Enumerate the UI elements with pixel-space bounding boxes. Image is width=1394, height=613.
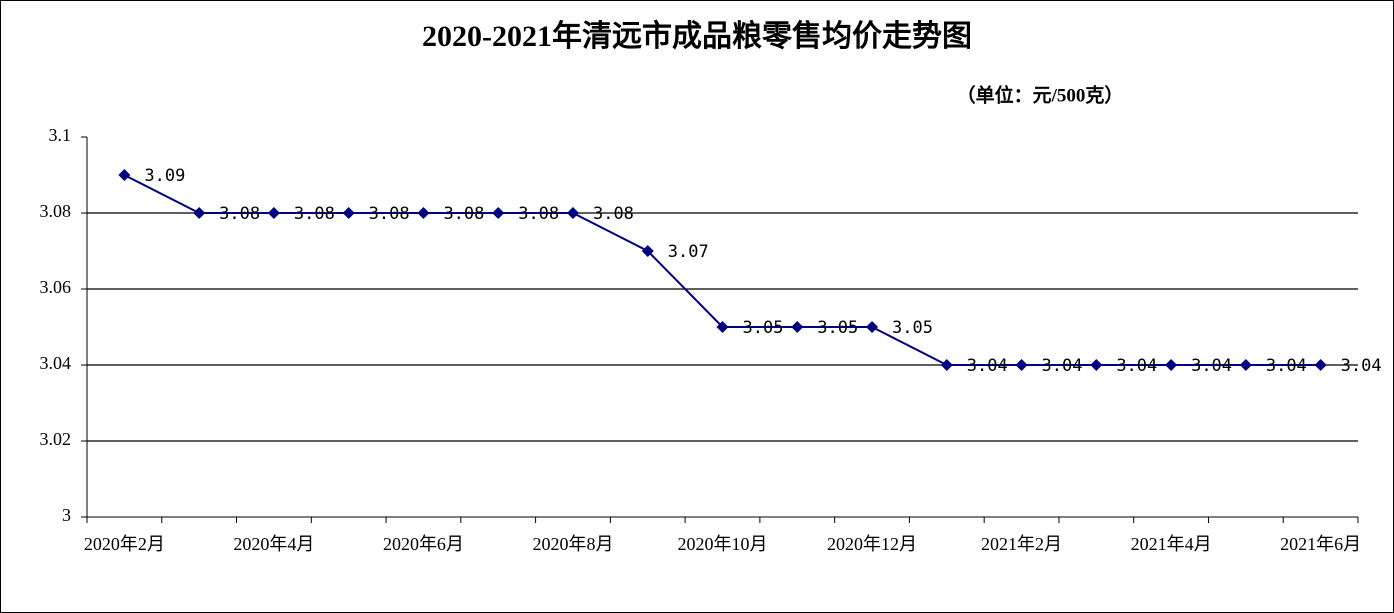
y-tick-label: 3.02 [40,429,72,449]
data-label: 3.05 [817,318,858,338]
marker [641,245,654,257]
data-label: 3.04 [1191,356,1232,376]
data-label: 3.08 [593,204,634,224]
x-tick-label: 2020年10月 [678,534,768,554]
x-tick-label: 2020年8月 [532,534,613,554]
chart-title: 2020-2021年清远市成品粮零售均价走势图 [422,19,972,53]
data-label: 3.09 [144,166,185,186]
marker [1239,359,1252,371]
x-tick-label: 2020年4月 [233,534,314,554]
y-tick-label: 3 [62,505,71,525]
data-label: 3.08 [294,204,335,224]
x-tick-label: 2021年2月 [981,534,1062,554]
y-tick-label: 3.06 [40,277,72,297]
data-label: 3.04 [1116,356,1157,376]
marker [1314,359,1327,371]
y-tick-label: 3.04 [40,353,72,373]
x-tick-label: 2020年6月 [383,534,464,554]
marker [791,321,804,333]
marker [1090,359,1103,371]
data-label: 3.08 [518,204,559,224]
marker [1165,359,1178,371]
marker [716,321,729,333]
x-tick-label: 2021年6月 [1280,534,1361,554]
y-tick-label: 3.1 [49,125,72,145]
data-label: 3.05 [743,318,784,338]
data-label: 3.08 [369,204,410,224]
marker [492,207,505,219]
marker [118,169,131,181]
data-label: 3.04 [1042,356,1083,376]
marker [940,359,953,371]
data-label: 3.07 [668,242,709,262]
marker [566,207,579,219]
y-tick-label: 3.08 [40,201,72,221]
marker [193,207,206,219]
marker [417,207,430,219]
data-label: 3.04 [1341,356,1382,376]
marker [267,207,280,219]
marker [342,207,355,219]
data-label: 3.08 [443,204,484,224]
data-label: 3.05 [892,318,933,338]
x-tick-label: 2020年12月 [827,534,917,554]
data-label: 3.04 [967,356,1008,376]
x-tick-label: 2021年4月 [1131,534,1212,554]
marker [1015,359,1028,371]
chart-subtitle: （单位：元/500克） [957,83,1124,106]
data-label: 3.04 [1266,356,1307,376]
data-label: 3.08 [219,204,260,224]
marker [866,321,879,333]
x-tick-label: 2020年2月 [84,534,165,554]
